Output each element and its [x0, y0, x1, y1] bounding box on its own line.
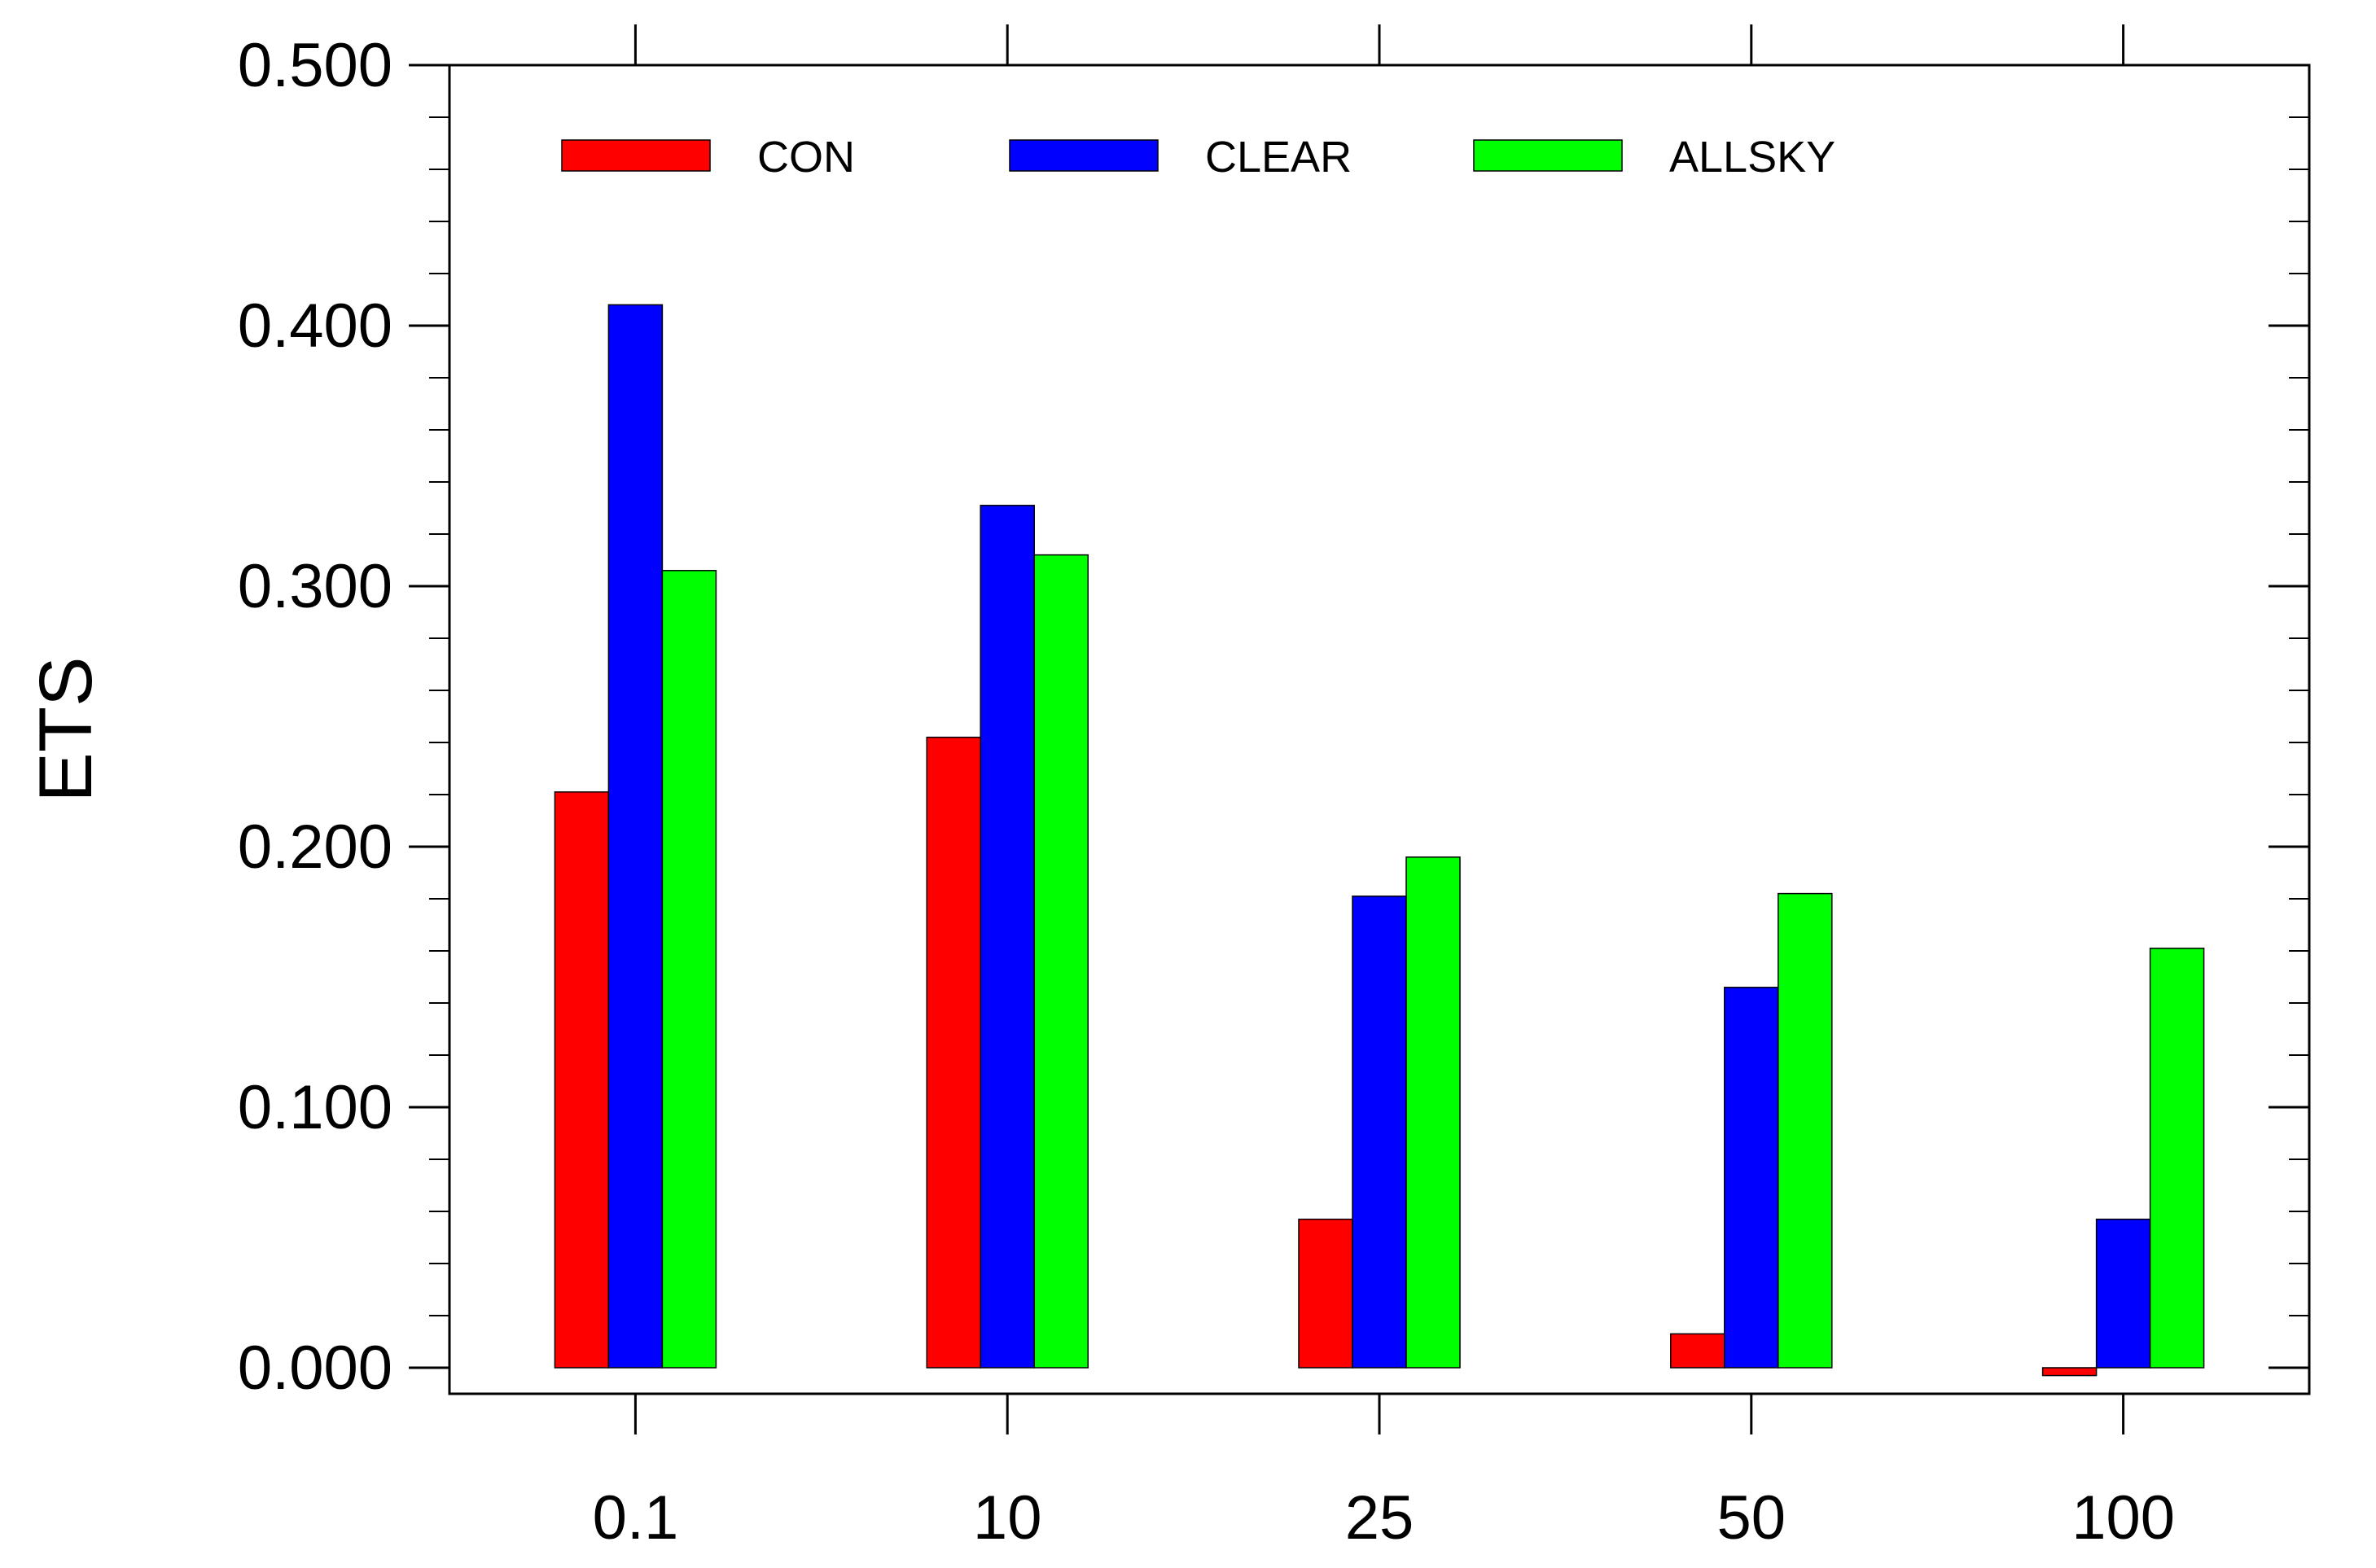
- x-tick-labels: 0.1 10 25 50 100: [593, 1483, 2175, 1553]
- bar-con-25: [1298, 1218, 1353, 1369]
- x-tick-label: 50: [1717, 1483, 1786, 1553]
- y-tick-label: 0.400: [238, 291, 392, 361]
- bar-con-0.1: [554, 791, 610, 1369]
- bars: [554, 304, 2205, 1377]
- legend: CON CLEAR ALLSKY: [561, 133, 1835, 182]
- bar-allsky-100: [2149, 948, 2205, 1369]
- bar-clear-50: [1724, 987, 1779, 1369]
- legend-swatch-allsky: [1473, 139, 1623, 172]
- y-tick-label: 0.500: [238, 31, 392, 100]
- bar-clear-100: [2095, 1218, 2151, 1369]
- axis-ticks: [409, 24, 2309, 1434]
- bar-con-10: [926, 736, 981, 1369]
- legend-swatch-con: [561, 139, 711, 172]
- y-axis-title: ETS: [24, 657, 107, 803]
- x-tick-label: 10: [973, 1483, 1042, 1553]
- bar-con-50: [1670, 1333, 1725, 1369]
- x-tick-label: 25: [1345, 1483, 1414, 1553]
- bar-clear-25: [1352, 896, 1407, 1369]
- bar-allsky-25: [1405, 856, 1461, 1369]
- legend-label-con: CON: [757, 133, 855, 182]
- legend-label-clear: CLEAR: [1205, 133, 1352, 182]
- y-tick-label: 0.200: [238, 812, 392, 882]
- y-tick-label: 0.100: [238, 1073, 392, 1142]
- bar-allsky-50: [1778, 892, 1833, 1369]
- bar-allsky-10: [1033, 554, 1089, 1369]
- x-tick-label: 0.1: [593, 1483, 679, 1553]
- y-tick-label: 0.000: [238, 1334, 392, 1403]
- bar-allsky-0.1: [661, 570, 717, 1369]
- legend-label-allsky: ALLSKY: [1669, 133, 1835, 182]
- legend-swatch-clear: [1009, 139, 1159, 172]
- bar-con-100: [2041, 1367, 2098, 1377]
- x-tick-label: 100: [2071, 1483, 2175, 1553]
- bar-clear-10: [980, 505, 1035, 1369]
- bar-clear-0.1: [607, 304, 664, 1369]
- y-tick-label: 0.300: [238, 552, 392, 621]
- y-tick-labels: 0.000 0.100 0.200 0.300 0.400 0.500: [238, 31, 392, 1403]
